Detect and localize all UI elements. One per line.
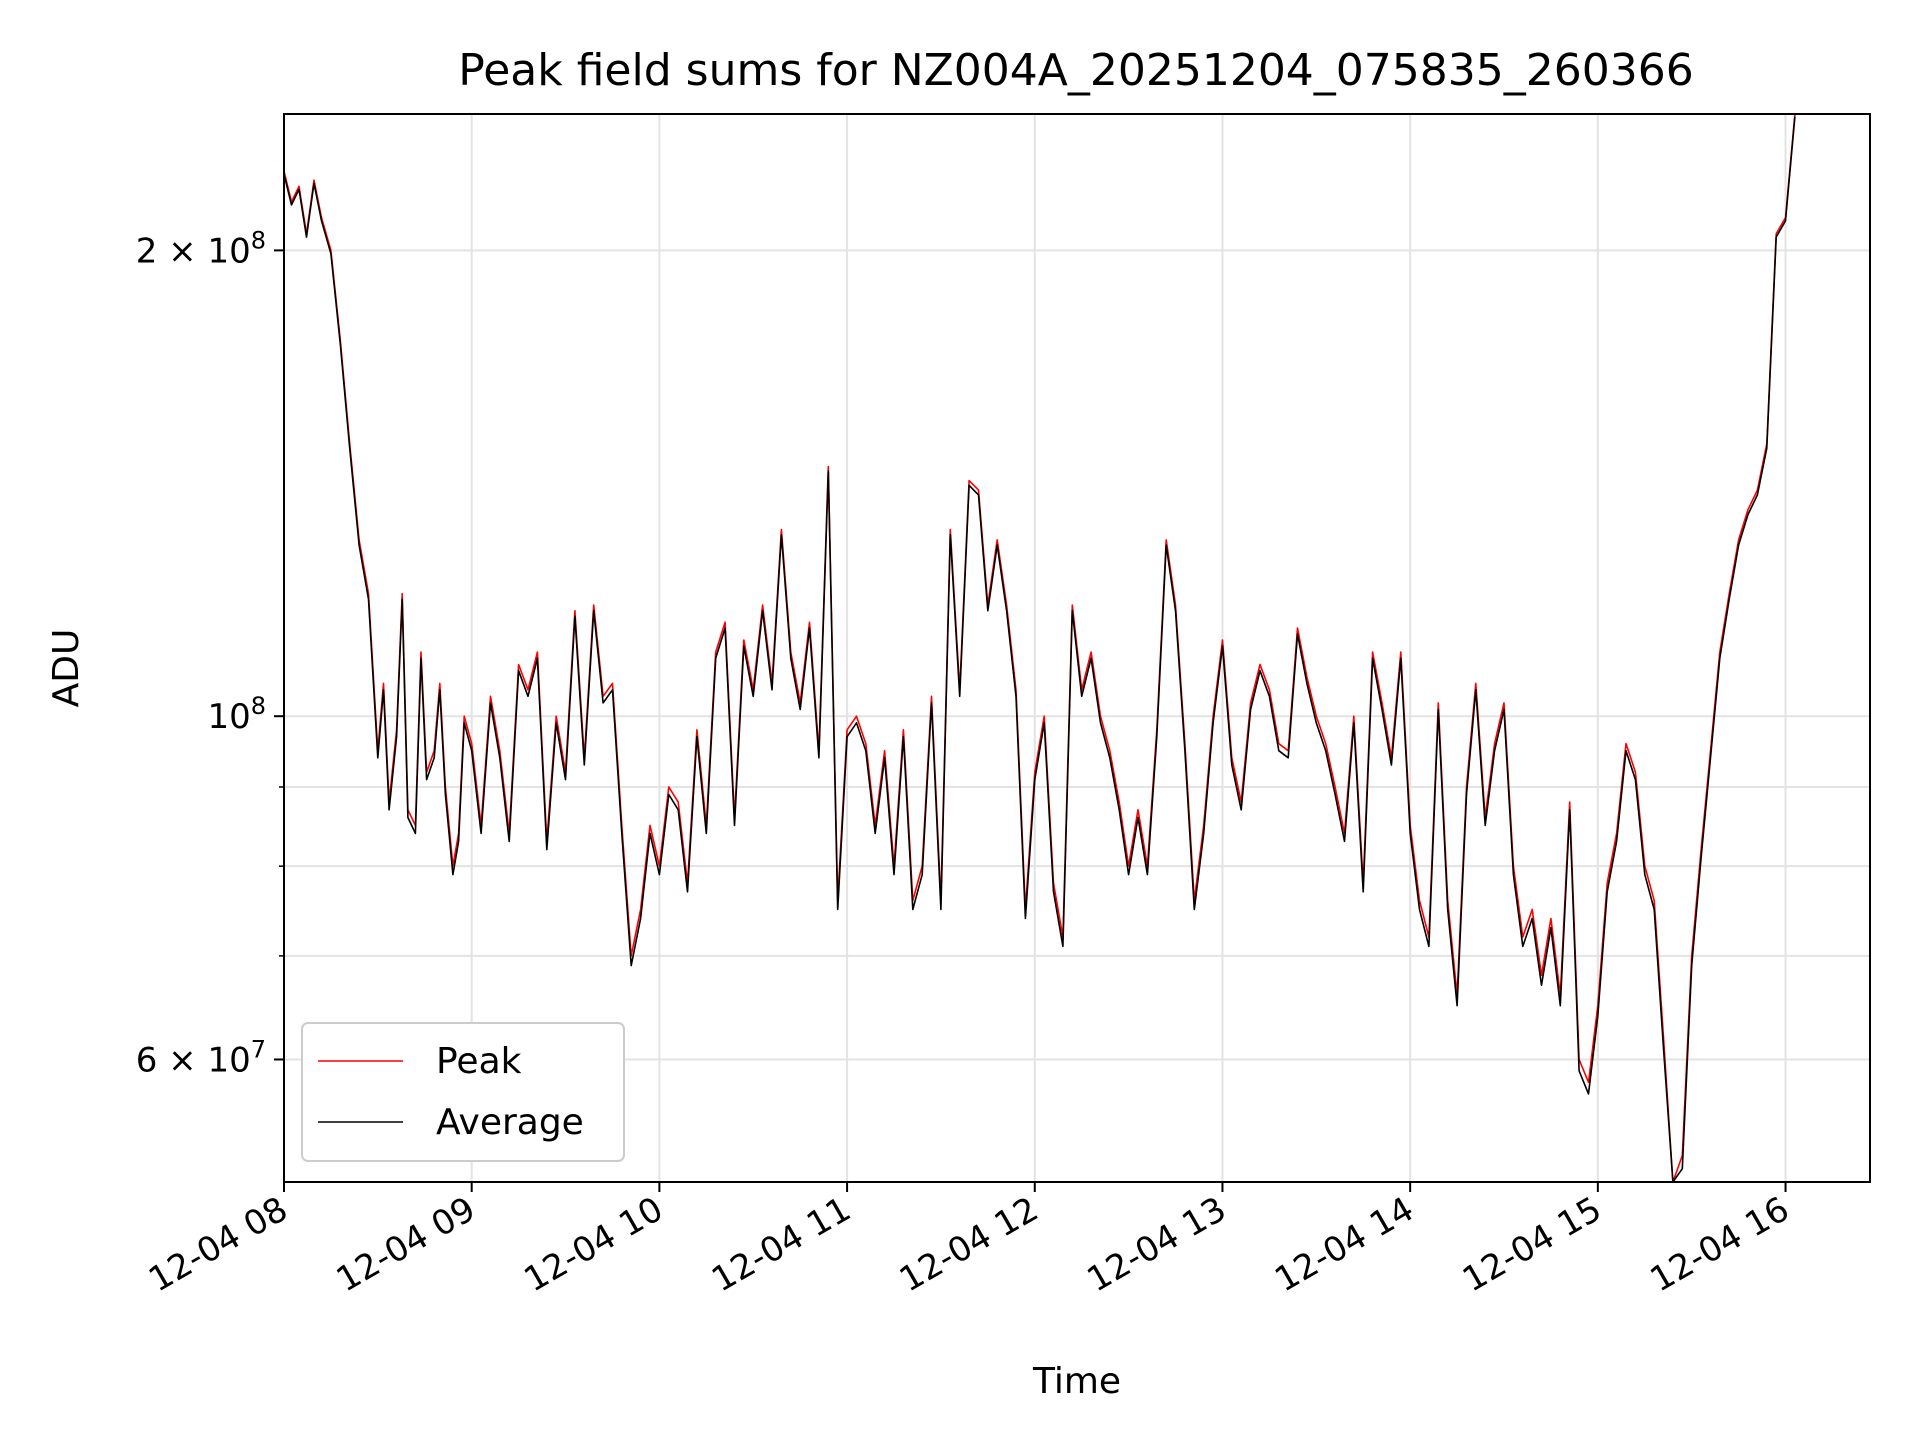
y-axis-label: ADU <box>46 629 87 708</box>
x-tick-label: 12-04 10 <box>517 1189 669 1300</box>
x-tick-label: 12-04 08 <box>142 1189 294 1300</box>
legend-average-label: Average <box>436 1102 584 1143</box>
x-tick-label: 12-04 15 <box>1456 1189 1608 1300</box>
series-line-average <box>283 116 1796 1183</box>
y-tick-label: 6 × 107 <box>136 1035 266 1080</box>
legend-box <box>301 1022 625 1162</box>
x-tick-label: 12-04 11 <box>705 1189 857 1300</box>
x-tick-label: 12-04 09 <box>330 1189 482 1300</box>
plot-frame <box>283 113 1871 1183</box>
legend-peak-label: Peak <box>436 1041 522 1082</box>
series-layer <box>283 113 1796 1183</box>
x-axis: 12-04 08 12-04 09 12-04 10 12-04 11 12-04 12… <box>142 1182 1796 1300</box>
y-tick-label: 2 × 108 <box>136 226 266 271</box>
x-tick-label: 12-04 14 <box>1268 1189 1420 1300</box>
y-axis: 108 2 × 108 6 × 107 <box>136 226 284 1080</box>
series-line-peak <box>283 113 1796 1183</box>
y-tick-label: 108 <box>207 692 266 737</box>
x-tick-label: 12-04 16 <box>1644 1189 1796 1300</box>
x-tick-label: 12-04 13 <box>1081 1189 1233 1300</box>
legend: Peak Average <box>301 1022 625 1162</box>
chart-title: Peak field sums for NZ004A_20251204_0758… <box>458 45 1693 96</box>
x-tick-label: 12-04 12 <box>893 1189 1045 1300</box>
x-axis-label: Time <box>1032 1361 1121 1402</box>
